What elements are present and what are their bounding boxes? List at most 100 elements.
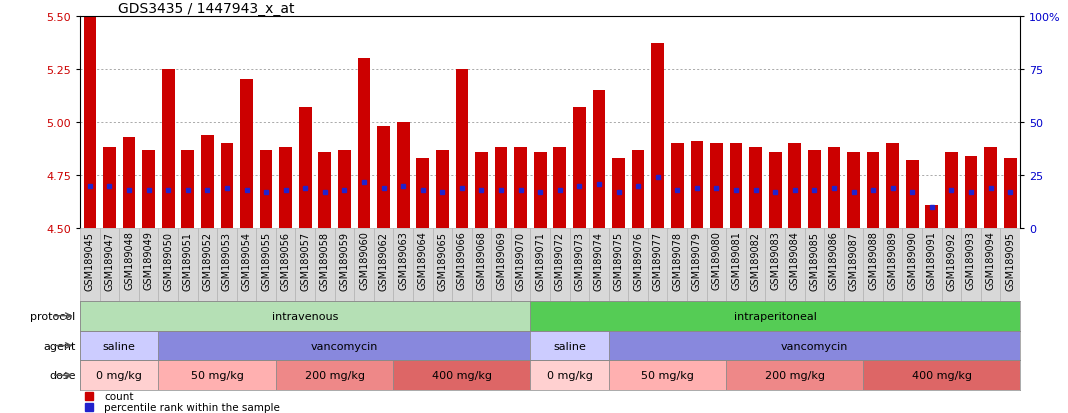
Bar <box>609 331 1020 361</box>
Text: 400 mg/kg: 400 mg/kg <box>912 370 972 380</box>
Bar <box>750 148 761 229</box>
Text: vancomycin: vancomycin <box>781 341 848 351</box>
Text: GSM189060: GSM189060 <box>359 231 370 290</box>
Bar <box>436 150 449 229</box>
Bar <box>980 229 1001 301</box>
Bar <box>590 229 609 301</box>
Bar <box>726 361 863 390</box>
Text: GSM189092: GSM189092 <box>946 231 957 290</box>
Text: GSM189062: GSM189062 <box>378 231 389 290</box>
Bar <box>240 80 253 229</box>
Bar <box>788 144 801 229</box>
Bar <box>632 150 644 229</box>
Bar <box>237 229 256 301</box>
Bar <box>1001 229 1020 301</box>
Text: GSM189070: GSM189070 <box>516 231 525 290</box>
Bar <box>80 361 158 390</box>
Text: intravenous: intravenous <box>272 311 339 321</box>
Bar <box>123 138 136 229</box>
Bar <box>299 108 312 229</box>
Text: percentile rank within the sample: percentile rank within the sample <box>105 402 280 412</box>
Bar <box>1004 159 1017 229</box>
Bar <box>902 229 922 301</box>
Bar <box>433 229 452 301</box>
Bar <box>83 17 96 229</box>
Bar <box>628 229 648 301</box>
Text: GSM189083: GSM189083 <box>770 231 781 290</box>
Bar <box>198 229 217 301</box>
Bar <box>178 229 198 301</box>
Bar <box>609 361 726 390</box>
Bar <box>318 152 331 229</box>
Text: saline: saline <box>103 341 136 351</box>
Bar <box>515 148 527 229</box>
Text: GSM189048: GSM189048 <box>124 231 135 290</box>
Text: GSM189069: GSM189069 <box>496 231 506 290</box>
Bar <box>687 229 707 301</box>
Bar <box>863 361 1020 390</box>
Text: GSM189064: GSM189064 <box>418 231 428 290</box>
Text: GSM189084: GSM189084 <box>789 231 800 290</box>
Bar <box>397 123 409 229</box>
Text: GSM189079: GSM189079 <box>692 231 702 290</box>
Text: GDS3435 / 1447943_x_at: GDS3435 / 1447943_x_at <box>117 2 294 16</box>
Text: GSM189077: GSM189077 <box>653 231 663 290</box>
Text: GSM189066: GSM189066 <box>457 231 467 290</box>
Bar <box>804 229 824 301</box>
Bar <box>80 229 99 301</box>
Bar <box>162 70 174 229</box>
Bar <box>358 59 371 229</box>
Bar <box>452 229 472 301</box>
Text: GSM189050: GSM189050 <box>163 231 173 290</box>
Bar <box>844 229 863 301</box>
Text: 50 mg/kg: 50 mg/kg <box>191 370 244 380</box>
Bar <box>906 161 918 229</box>
Bar <box>651 44 664 229</box>
Text: GSM189056: GSM189056 <box>281 231 290 290</box>
Text: GSM189051: GSM189051 <box>183 231 193 290</box>
Bar <box>201 135 214 229</box>
Bar <box>808 150 820 229</box>
Bar <box>531 301 1020 331</box>
Bar <box>942 229 961 301</box>
Bar <box>276 229 296 301</box>
Text: GSM189052: GSM189052 <box>202 231 213 290</box>
Bar <box>961 229 980 301</box>
Text: 200 mg/kg: 200 mg/kg <box>304 370 364 380</box>
Bar <box>847 152 860 229</box>
Text: intraperitoneal: intraperitoneal <box>734 311 817 321</box>
Bar <box>475 152 488 229</box>
Bar <box>142 150 155 229</box>
Bar <box>926 205 938 229</box>
Text: GSM189086: GSM189086 <box>829 231 839 290</box>
Bar <box>334 229 355 301</box>
Bar <box>472 229 491 301</box>
Bar <box>550 229 569 301</box>
Bar <box>766 229 785 301</box>
Text: GSM189078: GSM189078 <box>672 231 682 290</box>
Bar <box>648 229 668 301</box>
Text: 50 mg/kg: 50 mg/kg <box>641 370 694 380</box>
Bar <box>726 229 745 301</box>
Bar <box>104 148 115 229</box>
Text: GSM189081: GSM189081 <box>731 231 741 290</box>
Bar <box>534 152 547 229</box>
Text: GSM189082: GSM189082 <box>751 231 760 290</box>
Bar <box>612 159 625 229</box>
Bar <box>221 144 233 229</box>
Bar <box>413 229 433 301</box>
Bar <box>296 229 315 301</box>
Bar <box>985 148 996 229</box>
Bar <box>922 229 942 301</box>
Text: GSM189087: GSM189087 <box>848 231 859 290</box>
Text: count: count <box>105 391 134 401</box>
Text: GSM189089: GSM189089 <box>888 231 898 290</box>
Text: GSM189095: GSM189095 <box>1005 231 1016 290</box>
Text: GSM189068: GSM189068 <box>476 231 487 290</box>
Bar <box>593 91 606 229</box>
Text: 400 mg/kg: 400 mg/kg <box>431 370 492 380</box>
Text: 200 mg/kg: 200 mg/kg <box>765 370 824 380</box>
Text: GSM189093: GSM189093 <box>965 231 976 290</box>
Bar <box>511 229 531 301</box>
Text: GSM189071: GSM189071 <box>535 231 546 290</box>
